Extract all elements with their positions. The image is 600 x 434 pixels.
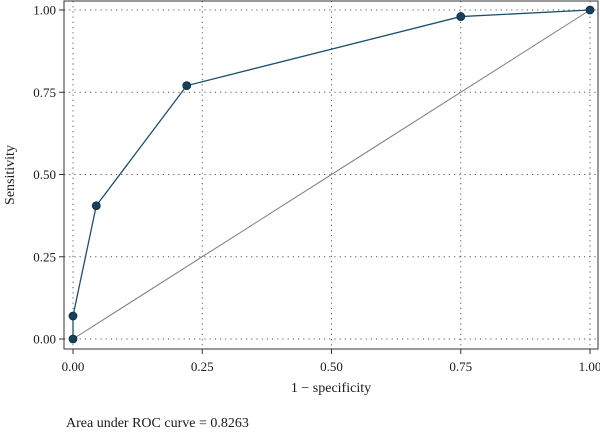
x-tick-label: 0.75: [449, 359, 472, 374]
x-tick-label: 0.50: [320, 359, 343, 374]
roc-point: [182, 81, 192, 91]
y-axis-ticks: 0.00 0.25 0.50 0.75 1.00: [33, 3, 64, 347]
y-tick-label: 0.50: [33, 167, 56, 182]
series-layer: [68, 5, 595, 344]
reference-diagonal-line: [72, 9, 591, 340]
y-tick-label: 0.75: [33, 85, 56, 100]
roc-point: [456, 12, 466, 21]
y-tick-label: 0.00: [33, 332, 56, 347]
x-tick-label: 1.00: [579, 359, 600, 374]
y-axis-title: Sensitivity: [3, 145, 18, 205]
y-tick-label: 1.00: [33, 3, 56, 18]
x-tick-label: 0.00: [62, 359, 85, 374]
roc-point: [91, 201, 101, 211]
roc-point: [585, 5, 595, 15]
auc-annotation: Area under ROC curve = 0.8263: [66, 416, 249, 431]
x-axis-title: 1 − specificity: [291, 381, 371, 396]
roc-point: [68, 311, 78, 321]
x-axis-ticks: 0.00 0.25 0.50 0.75 1.00: [62, 349, 600, 374]
roc-point: [68, 334, 78, 344]
grid-lines: [64, 1, 598, 349]
y-tick-label: 0.25: [33, 249, 56, 264]
x-tick-label: 0.25: [191, 359, 214, 374]
